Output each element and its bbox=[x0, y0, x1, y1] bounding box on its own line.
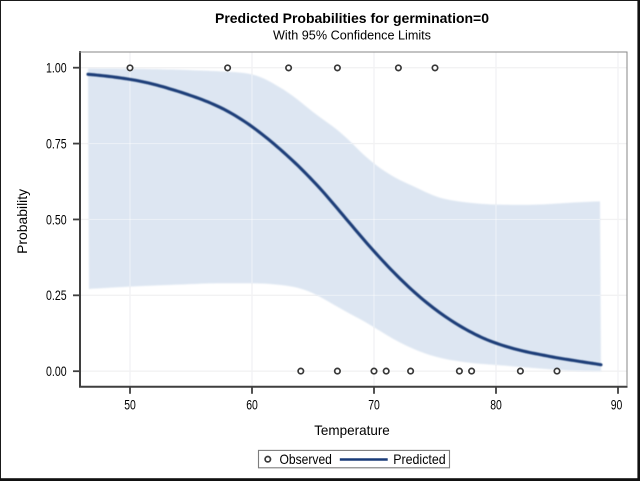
svg-text:90: 90 bbox=[611, 397, 623, 413]
svg-text:Temperature: Temperature bbox=[314, 422, 390, 438]
svg-text:0.50: 0.50 bbox=[46, 211, 67, 227]
svg-text:Predicted Probabilities for ge: Predicted Probabilities for germination=… bbox=[215, 10, 489, 26]
svg-text:0.75: 0.75 bbox=[46, 135, 67, 151]
svg-text:50: 50 bbox=[124, 397, 136, 413]
svg-text:80: 80 bbox=[490, 397, 502, 413]
svg-text:1.00: 1.00 bbox=[46, 60, 67, 76]
svg-text:70: 70 bbox=[368, 397, 380, 413]
svg-text:With 95% Confidence Limits: With 95% Confidence Limits bbox=[273, 29, 431, 43]
svg-text:0.25: 0.25 bbox=[46, 287, 67, 303]
svg-text:Predicted: Predicted bbox=[393, 451, 446, 467]
svg-text:0.00: 0.00 bbox=[46, 363, 67, 379]
svg-text:Observed: Observed bbox=[280, 451, 332, 467]
svg-text:Probability: Probability bbox=[14, 189, 30, 254]
svg-text:60: 60 bbox=[246, 397, 258, 413]
